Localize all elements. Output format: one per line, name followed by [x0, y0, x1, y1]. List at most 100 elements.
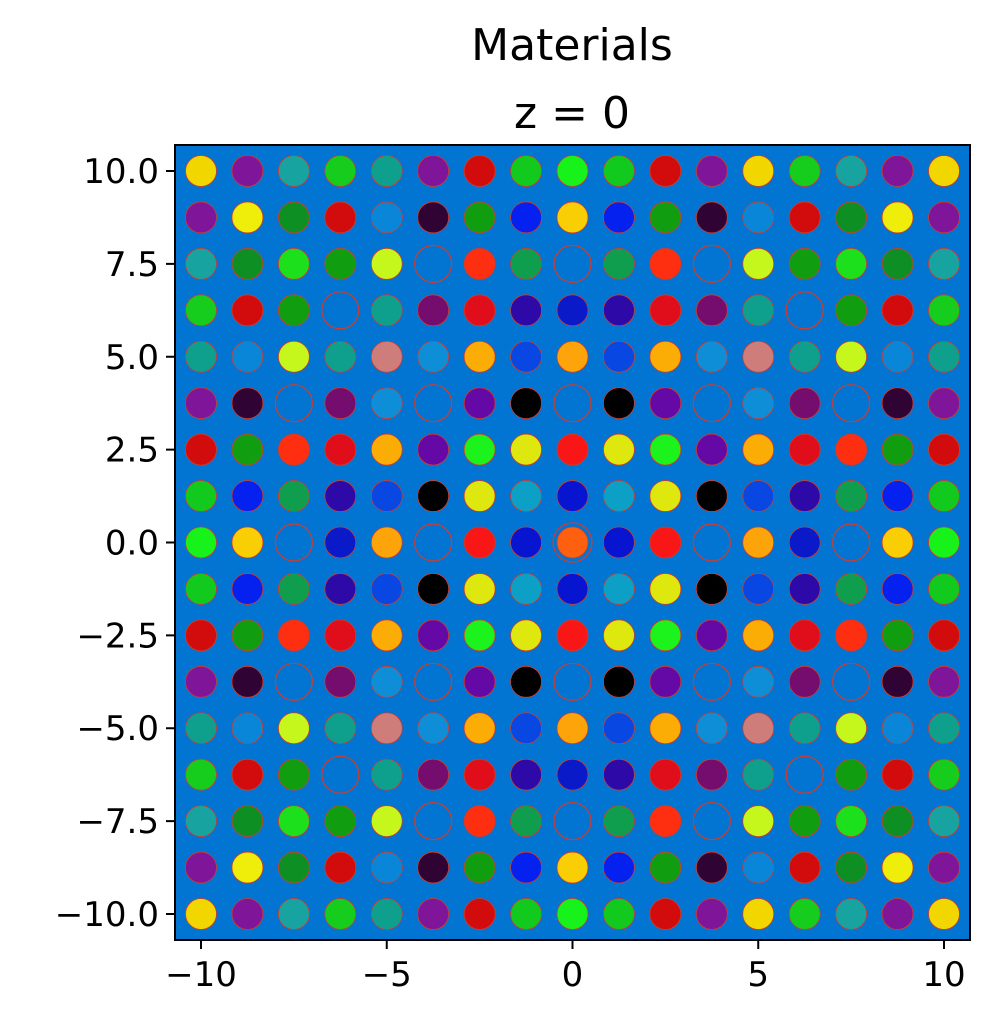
rod-marker [510, 155, 542, 187]
rod-marker [556, 155, 589, 187]
rod-marker [231, 665, 264, 698]
empty-rod-marker [692, 523, 731, 562]
rod-marker [370, 665, 403, 698]
rod-marker [881, 758, 914, 791]
rod-marker [603, 340, 635, 373]
rod-marker [649, 247, 682, 280]
rod-marker [510, 573, 542, 605]
empty-rod-marker [414, 802, 453, 841]
rod-marker [603, 201, 635, 234]
rod-marker [324, 898, 357, 930]
rod-marker [603, 712, 635, 745]
empty-rod-marker [321, 291, 360, 330]
x-tick-label: −5 [362, 955, 412, 995]
rod-marker [835, 155, 868, 187]
rod-marker [231, 433, 264, 466]
rod-marker [231, 155, 264, 187]
rod-marker [928, 480, 960, 512]
rod-marker [185, 387, 217, 420]
rod-marker [463, 898, 496, 930]
rod-marker [695, 573, 728, 605]
rod-marker [324, 201, 357, 234]
rod-marker [185, 758, 217, 791]
rod-marker [185, 619, 217, 652]
rod-marker [695, 155, 728, 187]
rod-marker [463, 433, 496, 466]
rod-marker [510, 294, 542, 327]
rod-marker [324, 387, 357, 420]
rod-marker [231, 758, 264, 791]
rod-marker [788, 247, 821, 280]
rod-marker [928, 201, 960, 234]
rod-marker [881, 480, 914, 512]
empty-rod-marker [832, 523, 871, 562]
rod-marker [231, 573, 264, 605]
rod-marker [556, 619, 589, 652]
rod-marker [556, 340, 589, 373]
rod-marker [231, 480, 264, 512]
rod-marker [510, 619, 542, 652]
rod-marker [185, 155, 217, 187]
rod-marker [510, 340, 542, 373]
empty-rod-marker [692, 244, 731, 283]
rod-marker [417, 619, 450, 652]
rod-marker [463, 480, 496, 512]
rod-marker [417, 155, 450, 187]
rod-marker [463, 851, 496, 884]
rod-marker [463, 665, 496, 698]
rod-marker [835, 433, 868, 466]
rod-marker [788, 155, 821, 187]
rod-marker [324, 665, 357, 698]
rod-marker [835, 201, 868, 234]
rod-marker [231, 526, 264, 559]
y-tick-label: 10.0 [83, 152, 159, 192]
rod-marker [695, 340, 728, 373]
rod-marker [881, 387, 914, 420]
rod-marker [185, 294, 217, 327]
rod-marker [510, 247, 542, 280]
empty-rod-marker [321, 755, 360, 794]
rod-marker [742, 480, 775, 512]
rod-marker [185, 433, 217, 466]
rod-marker [510, 898, 542, 930]
rod-marker [835, 851, 868, 884]
rod-marker [649, 665, 682, 698]
rod-marker [742, 665, 775, 698]
rod-marker [370, 898, 403, 930]
rod-marker [603, 294, 635, 327]
rod-marker [649, 340, 682, 373]
rod-marker [695, 201, 728, 234]
rod-marker [231, 712, 264, 745]
rod-marker [603, 387, 635, 420]
rod-marker [556, 758, 589, 791]
rod-marker [788, 387, 821, 420]
rod-marker [649, 526, 682, 559]
rod-marker [556, 573, 589, 605]
rod-marker [277, 247, 310, 280]
rod-marker [788, 201, 821, 234]
rod-marker [835, 247, 868, 280]
rod-marker [277, 619, 310, 652]
rod-marker [324, 433, 357, 466]
empty-rod-marker [553, 802, 592, 841]
y-tick-label: 5.0 [105, 338, 159, 378]
rod-marker [649, 712, 682, 745]
rod-marker [277, 155, 310, 187]
rod-marker [556, 294, 589, 327]
rod-marker [324, 851, 357, 884]
rod-marker [556, 851, 589, 884]
rod-marker [370, 387, 403, 420]
y-tick-label: −5.0 [76, 709, 159, 749]
rod-marker [928, 898, 960, 930]
rod-marker [231, 898, 264, 930]
rod-marker [463, 201, 496, 234]
y-tick-label: −10.0 [55, 895, 159, 935]
rod-marker [649, 294, 682, 327]
rod-marker [510, 480, 542, 512]
rod-marker [370, 294, 403, 327]
rod-marker [881, 805, 914, 838]
rod-marker [603, 851, 635, 884]
rod-marker [370, 201, 403, 234]
rod-marker [463, 387, 496, 420]
